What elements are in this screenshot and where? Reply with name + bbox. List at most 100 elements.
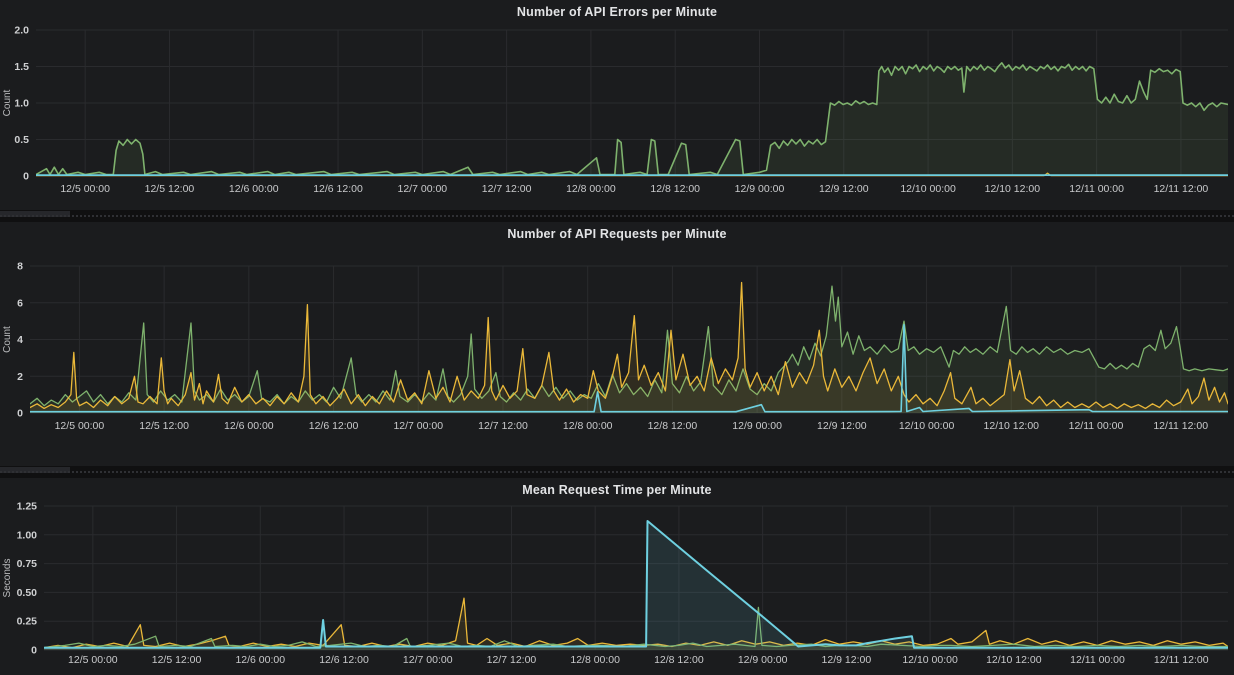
x-tick-label: 12/7 12:00	[478, 420, 528, 432]
series-green-line	[36, 62, 1228, 176]
x-tick-label: 12/7 00:00	[403, 654, 453, 666]
y-tick-label: 1.25	[17, 501, 38, 513]
series-blue-line	[44, 520, 1228, 649]
x-tick-label: 12/8 12:00	[654, 654, 704, 666]
api-requests-chart[interactable]: 0 2 4 6 8 12/5 00:00 12/5 12:00 12/6 00:00 12/6 …	[0, 244, 1234, 466]
series-blue-fill	[44, 521, 1228, 650]
y-axis-labels: 0 0.5 1.0 1.5 2.0	[14, 25, 29, 183]
x-tick-label: 12/7 12:00	[487, 654, 537, 666]
series-yellow-fill	[44, 598, 1228, 650]
x-tick-label: 12/11 00:00	[1069, 183, 1124, 195]
x-axis-labels: 12/5 00:00 12/5 12:00 12/6 00:00 12/6 12:00…	[68, 654, 1209, 666]
y-tick-label: 0.25	[17, 616, 38, 628]
panel-resize-handle-1[interactable]	[0, 210, 1234, 222]
panel-separator-dots-1	[0, 215, 1234, 217]
panel-title-mean-request-time[interactable]: Mean Request Time per Minute	[522, 483, 712, 497]
x-tick-label: 12/11 12:00	[1153, 420, 1208, 432]
x-tick-label: 12/10 00:00	[900, 183, 956, 195]
series-green-line	[44, 606, 1228, 649]
x-axis-labels: 12/5 00:00 12/5 12:00 12/6 00:00 12/6 12:00…	[55, 420, 1209, 432]
x-tick-label: 12/6 12:00	[313, 183, 363, 195]
y-axis-unit-label: Count	[2, 89, 13, 116]
y-tick-label: 0.5	[14, 134, 29, 146]
y-tick-label: 1.5	[14, 61, 29, 73]
x-tick-label: 12/11 12:00	[1154, 183, 1209, 195]
x-tick-label: 12/5 12:00	[152, 654, 202, 666]
x-tick-label: 12/8 12:00	[648, 420, 698, 432]
x-tick-label: 12/5 00:00	[60, 183, 110, 195]
x-tick-label: 12/8 12:00	[650, 183, 700, 195]
panel-resize-grip-1[interactable]	[0, 211, 70, 217]
x-tick-label: 12/5 00:00	[68, 654, 118, 666]
x-tick-label: 12/6 00:00	[235, 654, 285, 666]
x-tick-label: 12/6 00:00	[224, 420, 274, 432]
x-tick-label: 12/7 00:00	[398, 183, 448, 195]
y-axis-labels: 0 2 4 6 8	[17, 261, 23, 420]
mean-request-time-chart[interactable]: 0 0.25 0.50 0.75 1.00 1.25 12/5 00:00 12/5 12:0…	[0, 500, 1234, 675]
series-blue-line	[30, 324, 1228, 413]
x-tick-label: 12/8 00:00	[563, 420, 613, 432]
panel-resize-handle-2[interactable]	[0, 466, 1234, 478]
x-tick-label: 12/9 12:00	[819, 183, 869, 195]
panel-title-api-errors[interactable]: Number of API Errors per Minute	[516, 5, 718, 19]
grid	[44, 505, 1228, 651]
x-tick-label: 12/8 00:00	[570, 654, 620, 666]
y-tick-label: 6	[17, 297, 23, 309]
y-tick-label: 2	[17, 371, 23, 383]
x-tick-label: 12/9 00:00	[738, 654, 788, 666]
y-tick-label: 1.00	[17, 529, 38, 541]
series-green-fill	[36, 62, 1228, 176]
x-tick-label: 12/11 00:00	[1069, 420, 1124, 432]
y-axis-unit-label: Count	[2, 326, 13, 353]
x-tick-label: 12/11 00:00	[1070, 654, 1125, 666]
y-axis-labels: 0 0.25 0.50 0.75 1.00 1.25	[17, 501, 38, 657]
x-tick-label: 12/10 12:00	[984, 420, 1040, 432]
x-tick-label: 12/10 00:00	[899, 420, 955, 432]
y-tick-label: 8	[17, 261, 23, 273]
series-yellow-line	[30, 281, 1228, 410]
x-tick-label: 12/10 12:00	[986, 654, 1042, 666]
x-axis-labels: 12/5 00:00 12/5 12:00 12/6 00:00 12/6 12:00…	[60, 183, 1208, 195]
x-tick-label: 12/9 12:00	[817, 420, 867, 432]
x-tick-label: 12/9 00:00	[732, 420, 782, 432]
y-tick-label: 0	[31, 645, 37, 657]
y-tick-label: 4	[17, 334, 23, 346]
y-axis-unit-label: Seconds	[2, 559, 13, 598]
api-errors-chart[interactable]: 0 0.5 1.0 1.5 2.0 12/5 00:00 12/5 12:00 12/6 00…	[0, 22, 1234, 210]
series-green-fill	[30, 286, 1228, 413]
x-tick-label: 12/5 12:00	[145, 183, 195, 195]
x-tick-label: 12/8 00:00	[566, 183, 616, 195]
x-tick-label: 12/6 12:00	[309, 420, 359, 432]
mean-request-time-chart-body: 0 0.25 0.50 0.75 1.00 1.25 12/5 00:00 12/5 12:0…	[0, 500, 1234, 675]
x-tick-label: 12/9 00:00	[735, 183, 785, 195]
x-tick-label: 12/11 12:00	[1154, 654, 1209, 666]
panel-api-errors: Number of API Errors per Minute 0 0.5 1.0 1…	[0, 0, 1234, 210]
series-yellow-fill	[30, 282, 1228, 413]
x-tick-label: 12/10 00:00	[902, 654, 958, 666]
api-errors-chart-body: 0 0.5 1.0 1.5 2.0 12/5 00:00 12/5 12:00 12/6 00…	[0, 22, 1234, 210]
y-tick-label: 0	[17, 408, 23, 420]
x-tick-label: 12/10 12:00	[985, 183, 1041, 195]
x-tick-label: 12/7 12:00	[482, 183, 532, 195]
x-tick-label: 12/5 12:00	[139, 420, 189, 432]
grid	[30, 265, 1228, 414]
panel-separator-dots-2	[0, 471, 1234, 473]
x-tick-label: 12/5 00:00	[55, 420, 105, 432]
x-tick-label: 12/9 12:00	[822, 654, 872, 666]
x-tick-label: 12/7 00:00	[393, 420, 443, 432]
y-tick-label: 2.0	[14, 25, 29, 37]
x-tick-label: 12/6 12:00	[319, 654, 369, 666]
y-tick-label: 0.50	[17, 587, 38, 599]
y-tick-label: 0.75	[17, 558, 38, 570]
series-group	[36, 62, 1228, 177]
panel-resize-grip-2[interactable]	[0, 467, 70, 473]
panel-title-api-requests[interactable]: Number of API Requests per Minute	[507, 227, 727, 241]
x-tick-label: 12/6 00:00	[229, 183, 279, 195]
y-tick-label: 0	[23, 171, 29, 183]
series-group	[30, 281, 1228, 413]
api-requests-chart-body: 0 2 4 6 8 12/5 00:00 12/5 12:00 12/6 00:00 12/6 …	[0, 244, 1234, 466]
y-tick-label: 1.0	[14, 98, 29, 110]
panel-api-requests: Number of API Requests per Minute 0 2 4 6 8 1…	[0, 222, 1234, 466]
panel-mean-request-time: Mean Request Time per Minute 0 0.25 0.50 0.…	[0, 478, 1234, 675]
series-group	[44, 520, 1228, 650]
